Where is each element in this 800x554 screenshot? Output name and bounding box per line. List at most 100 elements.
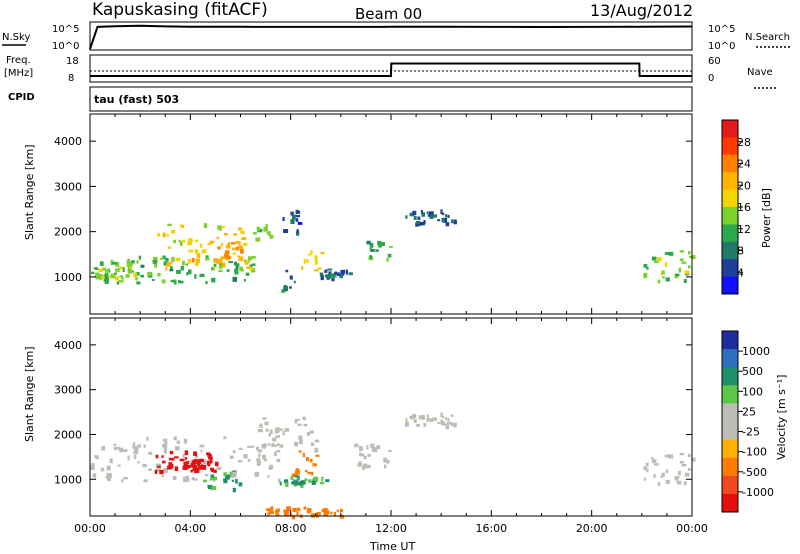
power-cell — [110, 259, 114, 262]
velocity-cell — [170, 463, 174, 469]
velocity-cell — [291, 514, 296, 520]
power-cell — [657, 279, 661, 284]
velocity-cell — [664, 454, 669, 458]
power-cell — [195, 239, 199, 243]
velocity-cell — [192, 466, 196, 472]
power-ytick-label: 4000 — [54, 135, 82, 148]
velocity-cell — [294, 419, 298, 424]
velocity-cell — [164, 448, 167, 454]
power-cell — [239, 266, 243, 272]
power-cell — [178, 239, 181, 243]
power-cell — [440, 209, 443, 215]
x-axis-label: Time UT — [369, 540, 415, 553]
velocity-cell — [311, 471, 314, 476]
velocity-colorbar-segment — [722, 403, 738, 422]
velocity-cell — [183, 465, 188, 470]
power-cell — [378, 244, 382, 248]
velocity-cell — [113, 443, 117, 446]
velocity-cell — [386, 459, 390, 464]
velocity-cell — [305, 457, 309, 462]
cpid-text: tau (fast) 503 — [94, 93, 179, 106]
velocity-cell — [440, 412, 443, 418]
velocity-cell — [447, 417, 450, 421]
velocity-colorbar-tick-label: 1000 — [742, 345, 770, 358]
velocity-cell — [143, 444, 146, 448]
velocity-cell — [274, 429, 280, 434]
power-cell — [188, 249, 194, 253]
power-cell — [178, 280, 181, 284]
velocity-colorbar-tick-label: 25 — [742, 405, 756, 418]
power-cell — [285, 269, 289, 273]
velocity-cell — [450, 414, 454, 417]
power-colorbar-segment — [722, 259, 738, 278]
velocity-cell — [232, 475, 237, 478]
power-cell — [246, 266, 252, 269]
velocity-cell — [312, 463, 317, 467]
velocity-cell — [445, 425, 450, 430]
power-cell — [154, 262, 157, 268]
cpid-label: CPID — [8, 92, 35, 103]
velocity-cell — [263, 443, 268, 446]
power-cell — [207, 243, 213, 246]
velocity-cell — [304, 478, 308, 482]
velocity-cell — [300, 483, 304, 488]
power-cell — [126, 260, 130, 265]
velocity-ytick-label: 2000 — [54, 428, 82, 441]
power-panel: 4000 3000 2000 1000 Slant Range [km] 28 24 20… — [23, 113, 773, 315]
power-cell — [324, 274, 330, 278]
power-cell — [118, 280, 124, 283]
power-cell — [116, 281, 120, 285]
power-cell — [442, 212, 445, 216]
power-colorbar-segment — [722, 207, 738, 225]
velocity-cell — [172, 475, 177, 480]
velocity-ytick-label: 4000 — [54, 339, 82, 352]
power-cell — [104, 273, 109, 278]
power-cell — [240, 249, 244, 254]
power-cell — [317, 267, 322, 270]
power-cell — [163, 261, 169, 266]
power-cell — [320, 275, 324, 281]
power-cell — [211, 277, 216, 283]
velocity-cell — [155, 454, 159, 459]
power-cell — [437, 219, 440, 222]
velocity-cell — [137, 444, 142, 448]
velocity-cell — [429, 418, 434, 422]
velocity-cell — [174, 446, 180, 451]
velocity-cell — [189, 460, 195, 465]
velocity-cell — [405, 418, 408, 422]
power-cell — [443, 217, 448, 223]
power-cell — [445, 214, 448, 218]
velocity-cell — [388, 449, 392, 452]
power-cell — [118, 266, 124, 270]
velocity-cell — [194, 468, 198, 474]
power-cell — [95, 272, 100, 278]
velocity-colorbar: 1000 500 100 25 -25 -100 -500 -1000 — [721, 330, 774, 513]
velocity-cell — [339, 514, 345, 519]
x-tick-label: 08:00 — [275, 522, 307, 535]
power-colorbar-tick-label: 16 — [737, 201, 751, 214]
date-title: 13/Aug/2012 — [590, 1, 693, 20]
velocity-cell — [309, 430, 314, 434]
power-cell — [681, 261, 687, 264]
power-cell — [687, 265, 691, 269]
power-cell — [203, 223, 208, 228]
power-cell — [643, 263, 648, 268]
velocity-cell — [657, 481, 661, 486]
velocity-cell — [254, 471, 259, 477]
velocity-cell — [193, 451, 197, 456]
power-cell — [101, 275, 105, 280]
velocity-cell — [304, 469, 308, 473]
velocity-cell — [229, 471, 232, 475]
velocity-cell — [264, 421, 269, 426]
power-cell — [447, 214, 450, 218]
velocity-cell — [115, 446, 121, 450]
velocity-cell — [101, 446, 106, 451]
velocity-ytick-label: 3000 — [54, 384, 82, 397]
velocity-cell — [257, 449, 262, 453]
velocity-cell — [148, 468, 152, 471]
velocity-cell — [185, 460, 189, 464]
power-cell — [214, 258, 219, 263]
velocity-panel-frame — [89, 317, 693, 517]
nsky-tick-bottom: 10^0 — [52, 41, 79, 52]
